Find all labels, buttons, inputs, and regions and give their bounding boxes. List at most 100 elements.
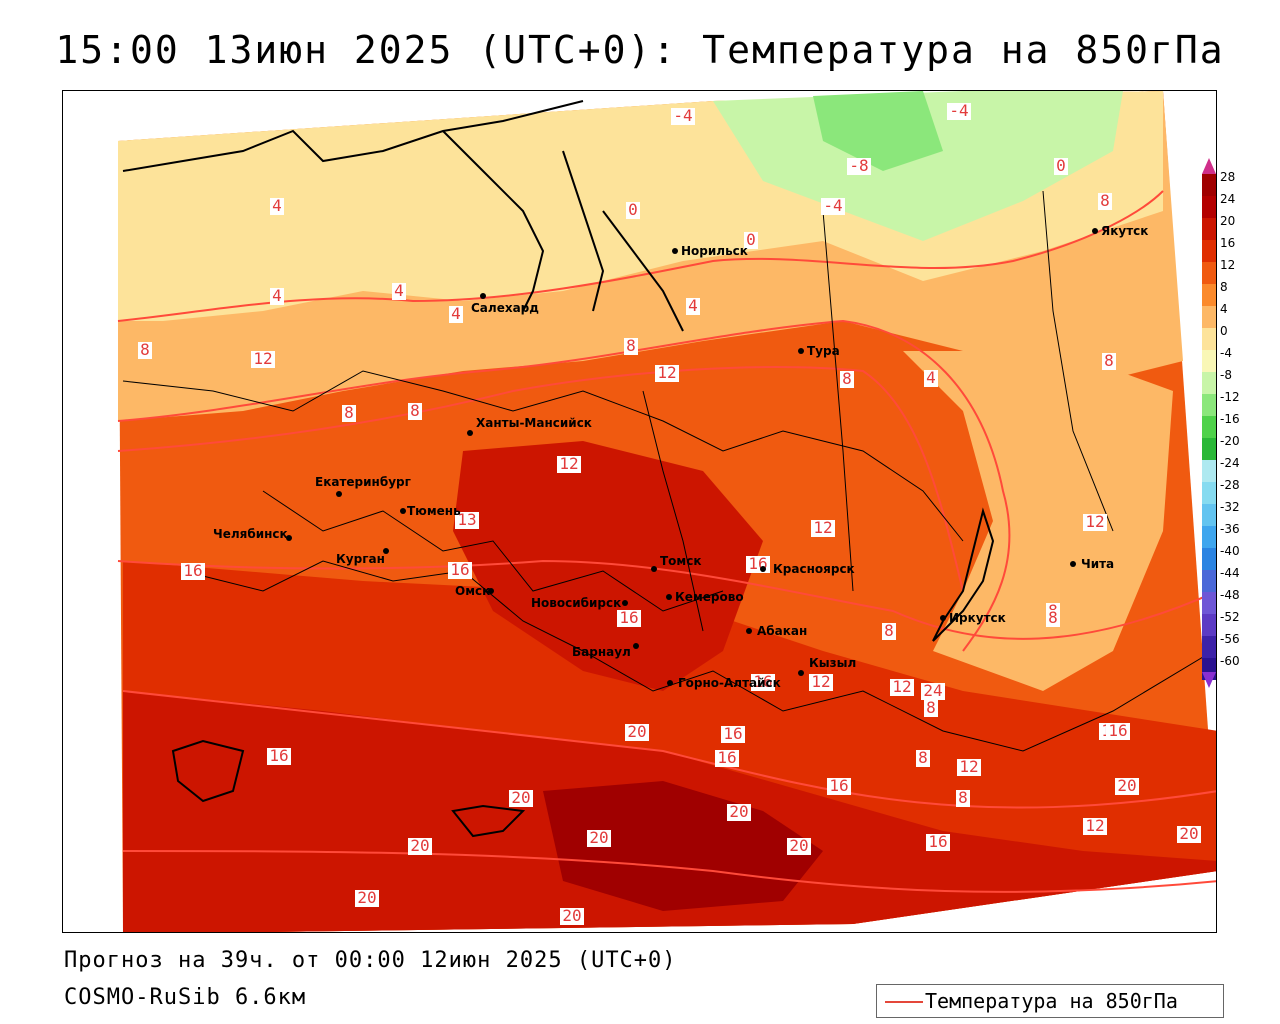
- city-marker: [480, 293, 486, 299]
- lake-baikal: [932, 507, 995, 642]
- svg-text:20: 20: [357, 888, 376, 907]
- color-scale-segment: [1202, 504, 1216, 526]
- city-marker: [672, 248, 678, 254]
- isotherm-value-label: 20: [787, 836, 811, 855]
- city-marker: [1092, 228, 1098, 234]
- city-marker: [1070, 561, 1076, 567]
- svg-text:4: 4: [926, 368, 936, 387]
- isotherm-value-label: 4: [270, 196, 284, 215]
- color-scale-segment: [1202, 328, 1216, 350]
- city-label: Курган: [336, 552, 385, 566]
- color-scale-tick-label: -60: [1220, 654, 1240, 668]
- city-label: Тюмень: [407, 504, 461, 518]
- isotherm-value-label: 8: [1046, 608, 1060, 627]
- color-scale-segment: [1202, 350, 1216, 372]
- isotherm-value-label: 12: [655, 363, 679, 382]
- isotherm-value-label: 12: [557, 454, 581, 473]
- city-marker: [798, 670, 804, 676]
- svg-text:16: 16: [723, 724, 742, 743]
- svg-text:12: 12: [657, 363, 676, 382]
- boundary-line: [822, 210, 854, 592]
- coastline: [122, 100, 995, 838]
- city-label: Ханты-Мансийск: [476, 416, 592, 430]
- color-scale-segment: [1202, 416, 1216, 438]
- svg-text:0: 0: [1056, 156, 1066, 175]
- color-scale-segment: [1202, 218, 1216, 240]
- isotherm-value-label: 4: [392, 281, 406, 300]
- color-scale-tick-label: 16: [1220, 236, 1236, 250]
- city-marker: [667, 680, 673, 686]
- svg-text:20: 20: [729, 802, 748, 821]
- model-name: COSMO-RuSib 6.6км: [64, 985, 307, 1010]
- svg-text:4: 4: [272, 196, 282, 215]
- isotherm-value-label: 12: [1083, 816, 1107, 835]
- isotherm-value-label: 20: [355, 888, 379, 907]
- city-label: Тура: [807, 344, 840, 358]
- city-marker: [622, 600, 628, 606]
- isotherm-value-label: 16: [926, 832, 950, 851]
- color-scale-tick-label: -16: [1220, 412, 1240, 426]
- color-scale-tick-label: -48: [1220, 588, 1240, 602]
- city-label: Кызыл: [809, 656, 856, 670]
- city-marker: [400, 508, 406, 514]
- svg-text:16: 16: [269, 746, 288, 765]
- color-scale-segment: [1202, 438, 1216, 460]
- color-scale-segment: [1202, 482, 1216, 504]
- isotherm-value-label: 0: [1054, 156, 1068, 175]
- svg-text:12: 12: [892, 677, 911, 696]
- city-label: Томск: [660, 554, 702, 568]
- color-scale-segment: [1202, 592, 1216, 614]
- isotherm-value-label: 16: [827, 776, 851, 795]
- city-marker: [286, 535, 292, 541]
- isotherm-value-label: 13: [455, 510, 479, 529]
- color-scale-tick-label: -24: [1220, 456, 1240, 470]
- color-scale-tick-label: -32: [1220, 500, 1240, 514]
- svg-text:16: 16: [829, 776, 848, 795]
- isotherm-value-label: -4: [947, 101, 971, 120]
- city-label: Омск: [455, 584, 490, 598]
- svg-text:8: 8: [918, 748, 928, 767]
- svg-text:20: 20: [627, 722, 646, 741]
- svg-text:16: 16: [753, 672, 772, 691]
- svg-text:20: 20: [511, 788, 530, 807]
- svg-text:4: 4: [394, 281, 404, 300]
- city-label: Екатеринбург: [315, 475, 411, 489]
- isotherm-value-label: 8: [924, 698, 938, 717]
- color-scale-tick-label: -52: [1220, 610, 1240, 624]
- isotherm-value-label: -4: [821, 196, 845, 215]
- city-marker: [760, 566, 766, 572]
- legend-line-swatch: [885, 1001, 923, 1003]
- city-marker: [940, 615, 946, 621]
- svg-text:8: 8: [626, 336, 636, 355]
- city-label: Новосибирск: [531, 596, 621, 610]
- isotherm-value-label: 20: [1115, 776, 1139, 795]
- admin-boundaries: [122, 190, 1214, 752]
- isotherm-value-label: 16: [746, 554, 770, 573]
- isotherm-value-label: 12: [251, 349, 275, 368]
- svg-text:20: 20: [589, 828, 608, 847]
- isotherm-value-label: 16: [721, 724, 745, 743]
- isotherm-value-label: 16: [267, 746, 291, 765]
- city-marker: [488, 588, 494, 594]
- svg-text:8: 8: [958, 788, 968, 807]
- city-label: Горно-Алтайск: [678, 676, 781, 690]
- boundary-line: [122, 370, 964, 542]
- coastline-path: [562, 150, 605, 312]
- isotherm-value-label: 24: [921, 681, 945, 700]
- isotherm-value-label: 0: [626, 200, 640, 219]
- color-scale-tick-label: -20: [1220, 434, 1240, 448]
- isotherm-value-label: 8: [138, 340, 152, 359]
- svg-text:12: 12: [813, 518, 832, 537]
- svg-text:8: 8: [926, 698, 936, 717]
- svg-text:-4: -4: [673, 106, 692, 125]
- city-label: Красноярск: [773, 562, 855, 576]
- isotherm-value-label: 12: [890, 677, 914, 696]
- color-scale-tick-label: 12: [1220, 258, 1236, 272]
- city-marker: [666, 594, 672, 600]
- color-scale-tick-label: 28: [1220, 170, 1236, 184]
- isotherm-value-label: 16: [715, 748, 739, 767]
- boundary-line: [182, 560, 1214, 752]
- city-marker: [467, 430, 473, 436]
- color-scale-tick-label: 24: [1220, 192, 1236, 206]
- isotherm-value-label: 20: [509, 788, 533, 807]
